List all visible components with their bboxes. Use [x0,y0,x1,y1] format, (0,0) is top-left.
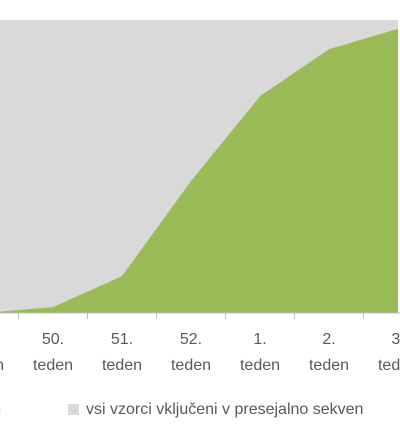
x-tick-label: 1. teden [240,331,280,374]
x-tick-label: 3. teden [378,331,400,374]
tick-label-line: 51. [111,331,133,348]
tick-label-line: 3. [391,331,400,348]
tick-label-line: teden [33,357,73,374]
tick-label-line: teden [0,357,4,374]
tick-label-line: 1. [253,331,266,348]
tick-label-line: 52. [180,331,202,348]
tick-label-line: 2. [322,331,335,348]
tick-label-line: teden [171,357,211,374]
x-tick-label: 2. teden [309,331,349,374]
legend-swatch [68,404,79,415]
x-tick-label: 50. teden [33,331,73,374]
x-tick-label: 52. teden [171,331,211,374]
x-tick-label: 51. teden [102,331,142,374]
tick-label-line: teden [240,357,280,374]
x-tick-label: 49.teden [0,331,4,374]
tick-label-line: teden [102,357,142,374]
area [0,28,398,313]
tick-label-line: teden [378,357,400,374]
legend-label: vsi vzorci vključeni v presejalno sekven [86,401,363,418]
legend-label: ron [0,401,1,418]
tick-label-line: 50. [42,331,64,348]
tick-label-line: teden [309,357,349,374]
